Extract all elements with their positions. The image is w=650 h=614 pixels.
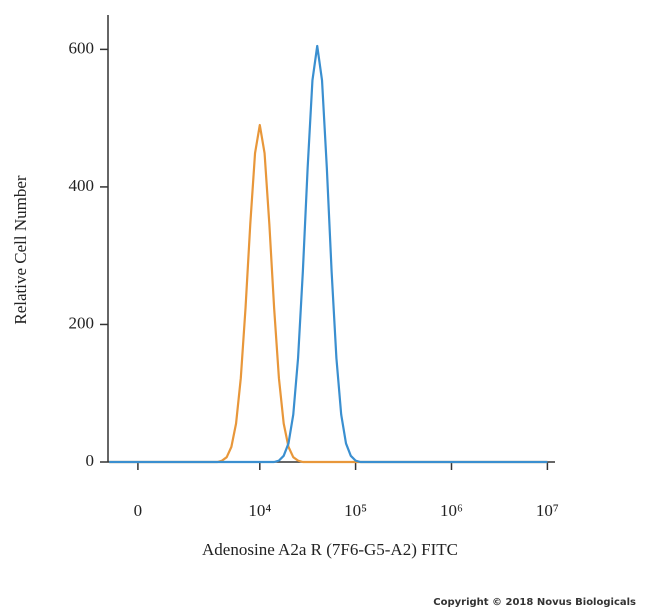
y-tick-label: 600 — [69, 38, 95, 57]
y-axis-label: Relative Cell Number — [11, 175, 30, 325]
x-tick-label: 10⁵ — [344, 501, 367, 520]
x-axis-label: Adenosine A2a R (7F6-G5-A2) FITC — [202, 540, 458, 559]
histogram-line — [109, 123, 548, 464]
x-tick-label: 10⁶ — [440, 501, 463, 520]
x-tick-label: 0 — [134, 501, 143, 520]
y-tick-label: 0 — [86, 451, 95, 470]
x-tick-label: 10⁷ — [536, 501, 559, 520]
x-tick-label: 10⁴ — [248, 501, 271, 520]
histogram-line — [109, 44, 548, 464]
copyright: Copyright © 2018 Novus Biologicals — [433, 597, 636, 608]
y-tick-label: 200 — [69, 313, 95, 332]
y-tick-label: 400 — [69, 176, 95, 195]
